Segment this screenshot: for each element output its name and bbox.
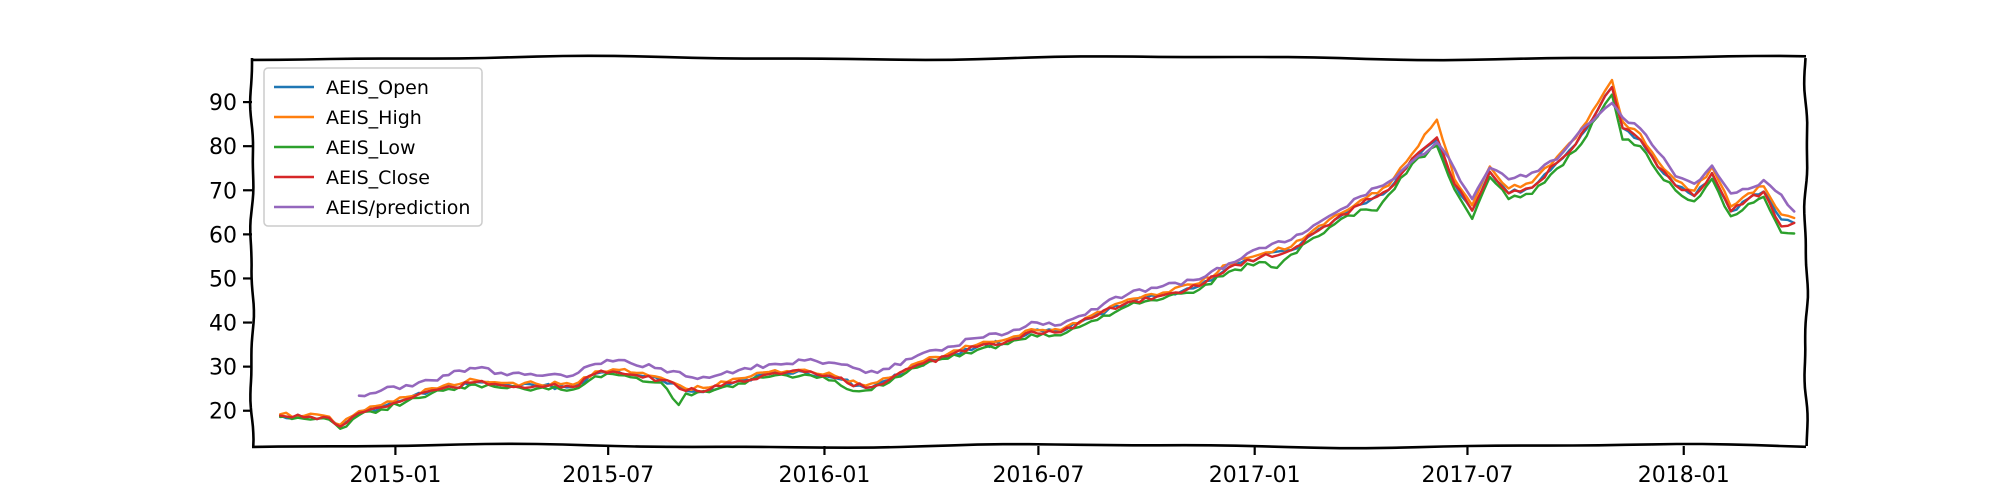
series-line-aeis-close (279, 85, 1796, 428)
x-tick-label: 2016-01 (779, 463, 871, 488)
x-tick-label: 2016-07 (992, 463, 1084, 488)
x-tick-label: 2018-01 (1638, 463, 1730, 488)
y-axis: 20 30 40 50 60 70 80 90 (209, 91, 252, 425)
y-tick-label: 20 (209, 400, 237, 425)
series-line-aeis-prediction (357, 101, 1796, 398)
plot-frame (248, 54, 1810, 450)
x-tick-label: 2015-01 (349, 463, 441, 488)
series-layer (279, 78, 1796, 430)
y-tick-label: 70 (209, 179, 237, 204)
y-tick-label: 80 (209, 135, 237, 160)
legend-box (263, 67, 483, 227)
y-tick-label: 60 (209, 223, 237, 248)
y-tick-label: 90 (209, 91, 237, 116)
y-tick-label: 40 (209, 312, 237, 337)
legend-label: AEIS_Low (326, 137, 416, 159)
legend-label: AEIS_Open (326, 77, 429, 99)
series-line-aeis-low (279, 93, 1796, 430)
x-tick-label: 2015-07 (562, 463, 654, 488)
y-tick-label: 30 (209, 356, 237, 381)
x-tick-label: 2017-07 (1421, 463, 1513, 488)
frame-bottom (251, 442, 1807, 450)
legend-label: AEIS/prediction (326, 197, 470, 219)
legend-label: AEIS_High (326, 107, 422, 129)
frame-right (1802, 57, 1810, 447)
legend-label: AEIS_Close (326, 167, 430, 189)
x-tick-label: 2017-01 (1209, 463, 1301, 488)
frame-left (248, 58, 256, 447)
legend: AEIS_Open AEIS_High AEIS_Low AEIS_Close AEIS… (263, 67, 483, 227)
frame-top (251, 54, 1807, 62)
y-tick-label: 50 (209, 267, 237, 292)
x-axis: 2015-01 2015-07 2016-01 2016-07 2017-01 2017-… (349, 446, 1730, 488)
series-line-aeis-high (279, 78, 1796, 426)
